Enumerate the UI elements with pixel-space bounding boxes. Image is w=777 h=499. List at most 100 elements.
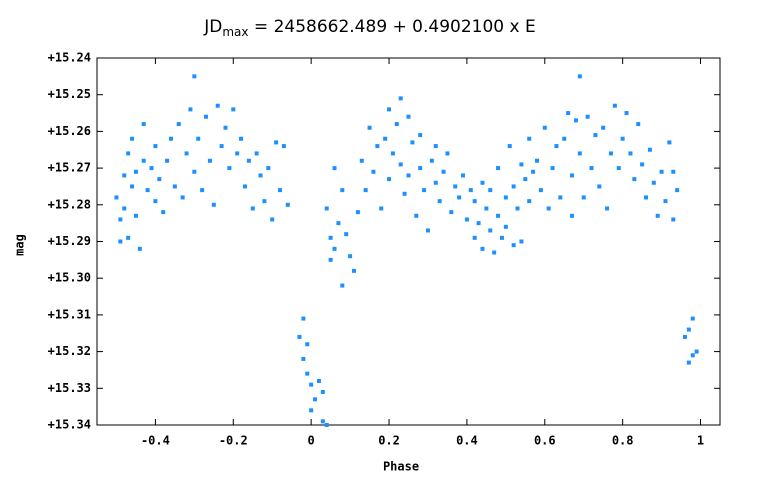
y-axis-label: mag (13, 234, 27, 256)
point (320, 389, 325, 394)
point (503, 224, 508, 229)
point (204, 114, 209, 119)
y-tick-label: +15.27 (48, 161, 91, 175)
point (324, 423, 329, 427)
point (141, 122, 146, 127)
point (398, 162, 403, 167)
point (363, 188, 368, 193)
point (165, 158, 170, 163)
point (694, 349, 699, 354)
point (671, 169, 676, 174)
point (141, 158, 146, 163)
point (570, 213, 575, 218)
point (192, 74, 197, 79)
point (457, 195, 462, 200)
point (453, 184, 458, 189)
point (414, 213, 419, 218)
point (597, 184, 602, 189)
point (118, 217, 123, 222)
point (332, 166, 337, 171)
point (359, 158, 364, 163)
point (675, 188, 680, 193)
point (266, 166, 271, 171)
point (503, 195, 508, 200)
point (620, 136, 625, 141)
point (180, 195, 185, 200)
point (410, 140, 415, 145)
point (394, 122, 399, 127)
point (328, 235, 333, 240)
point (558, 195, 563, 200)
point (655, 213, 660, 218)
point (628, 151, 633, 156)
y-tick-label: +15.31 (48, 307, 91, 321)
point (690, 316, 695, 321)
x-tick-label: 0.6 (534, 434, 556, 448)
y-tick-label: +15.26 (48, 124, 91, 138)
point (527, 136, 532, 141)
point (531, 169, 536, 174)
point (387, 107, 392, 112)
point (468, 188, 473, 193)
point (601, 125, 606, 130)
point (511, 184, 516, 189)
title-sub: max (222, 25, 248, 39)
point (133, 169, 138, 174)
point (492, 250, 497, 255)
point (231, 107, 236, 112)
point (239, 136, 244, 141)
point (581, 195, 586, 200)
point (682, 334, 687, 339)
point (612, 103, 617, 108)
y-tick-label: +15.24 (48, 51, 91, 65)
point (301, 316, 306, 321)
point (624, 111, 629, 116)
point (488, 188, 493, 193)
point (422, 188, 427, 193)
point (589, 166, 594, 171)
point (496, 166, 501, 171)
point (130, 136, 135, 141)
point (168, 136, 173, 141)
title-rest: = 2458662.489 + 0.4902100 x E (249, 17, 536, 37)
point (406, 114, 411, 119)
point (671, 217, 676, 222)
point (309, 408, 314, 413)
point (192, 169, 197, 174)
point (496, 213, 501, 218)
point (383, 136, 388, 141)
title-main: JD (203, 17, 222, 37)
y-tick-label: +15.30 (48, 271, 91, 285)
point (593, 133, 598, 138)
point (445, 151, 450, 156)
point (566, 111, 571, 116)
point (351, 268, 356, 273)
point (118, 239, 123, 244)
point (336, 221, 341, 226)
point (309, 382, 314, 387)
point (464, 217, 469, 222)
point (320, 419, 325, 424)
point (172, 184, 177, 189)
point (433, 180, 438, 185)
point (235, 151, 240, 156)
point (285, 202, 290, 207)
point (449, 210, 454, 215)
point (188, 107, 193, 112)
point (200, 188, 205, 193)
point (640, 162, 645, 167)
point (507, 144, 512, 149)
point (281, 144, 286, 149)
point (126, 151, 131, 156)
x-tick-label: -0.4 (141, 434, 170, 448)
point (278, 188, 283, 193)
point (340, 283, 345, 288)
point (379, 206, 384, 211)
point (355, 210, 360, 215)
point (659, 169, 664, 174)
y-tick-label: +15.34 (48, 418, 91, 432)
point (577, 151, 582, 156)
point (297, 334, 302, 339)
point (254, 151, 259, 156)
point (387, 177, 392, 182)
